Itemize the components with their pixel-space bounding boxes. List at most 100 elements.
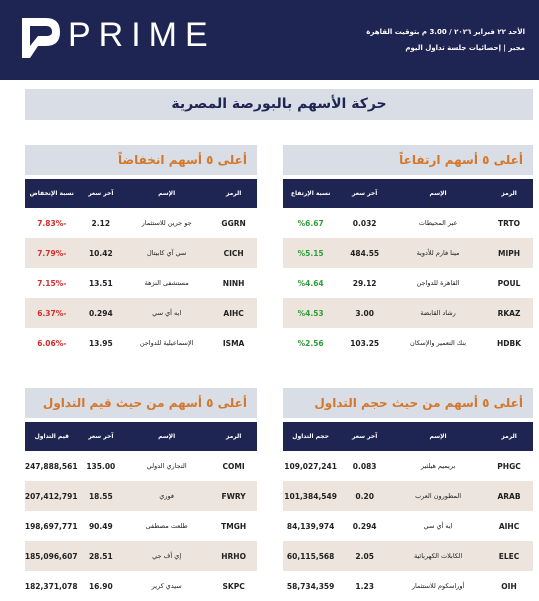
cell: %6.67 — [297, 218, 324, 228]
cell: سي آي كابيتال — [123, 238, 211, 268]
row: TMGH طلعت مصطفى 90.49 198,697,771 — [25, 511, 257, 541]
row: AIHC ايه أي سي 0.294 84,139,974 — [283, 511, 533, 541]
section: أعلى ٥ أسهم انخفاضاً الرمز الإسم آخر سعر نسب… — [25, 145, 257, 358]
row: NINH مستشفى النزهة 13.51 -7.15% — [25, 268, 257, 298]
column-header: الرمز — [485, 179, 533, 208]
cell: 247,888,561 — [24, 461, 78, 471]
section: أعلى ٥ أسهم من حيث حجم التداول الرمز الإسم… — [283, 388, 533, 601]
cell: المطورون العرب — [391, 481, 486, 511]
cell: %4.53 — [283, 298, 339, 328]
column-header: آخر سعر — [338, 179, 392, 208]
logo-icon — [22, 18, 60, 58]
cell: 109,027,241 — [284, 461, 337, 471]
row: PHGC بريميم هيلثير 0.083 109,027,241 — [283, 451, 533, 481]
row: TRTO عبر المحيطات 0.032 %6.67 — [283, 208, 533, 238]
column-header: آخر سعر — [78, 179, 124, 208]
cell: سيدي كرير — [151, 582, 182, 590]
logo-text: PRIME — [68, 16, 216, 54]
cell: ARAB — [485, 481, 533, 511]
column-header: حجم التداول — [283, 422, 339, 451]
cell: 0.294 — [78, 298, 124, 328]
column-header: الرمز — [210, 179, 257, 208]
row: COMI التجاري الدولي 135.00 247,888,561 — [25, 451, 257, 481]
section-title: أعلى ٥ أسهم انخفاضاً — [25, 145, 257, 175]
cell: %5.15 — [283, 238, 339, 268]
cell: %4.64 — [297, 278, 324, 288]
row: GGRN جو جرين للاستثمار 2.12 -7.83% — [25, 208, 257, 238]
cell: 198,697,771 — [24, 521, 78, 531]
cell: SKPC — [222, 581, 245, 591]
row: FWRY فوري 18.55 207,412,791 — [25, 481, 257, 511]
cell: AIHC — [210, 298, 257, 328]
cell: 1.23 — [355, 581, 374, 591]
cell: ايه أي سي — [123, 298, 211, 328]
table: الرمز الإسم آخر سعر نسبة الإرتفاع TRTO عبر ال… — [283, 179, 533, 358]
cell: طلعت مصطفى — [145, 522, 188, 530]
section: أعلى ٥ أسهم ارتفاعاً الرمز الإسم آخر سعر نسب… — [283, 145, 533, 358]
row: CICH سي آي كابيتال 10.42 -7.79% — [25, 238, 257, 268]
cell: القاهرة للدواجن — [416, 279, 460, 287]
cell: 90.49 — [88, 521, 113, 531]
column-header: الرمز — [485, 422, 533, 451]
row: ISMA الإسماعيلية للدواجن 13.95 -6.06% — [25, 328, 257, 358]
section-title: أعلى ٥ أسهم من حيث حجم التداول — [283, 388, 533, 418]
cell: CICH — [210, 238, 257, 268]
cell: جو جرين للاستثمار — [141, 219, 192, 227]
column-header: نسبة الإرتفاع — [283, 179, 339, 208]
cell: PHGC — [497, 461, 521, 471]
row: POUL القاهرة للدواجن 29.12 %4.64 — [283, 268, 533, 298]
cell: 185,096,607 — [25, 541, 79, 571]
cell: COMI — [222, 461, 245, 471]
section-title: أعلى ٥ أسهم ارتفاعاً — [283, 145, 533, 175]
column-header: الرمز — [210, 422, 257, 451]
cell: HRHO — [210, 541, 257, 571]
column-header: الإسم — [391, 179, 486, 208]
cell: 103.25 — [350, 338, 380, 348]
cell: فوري — [123, 481, 211, 511]
cell: -7.15% — [37, 278, 67, 288]
cell: OIH — [501, 581, 517, 591]
cell: 101,384,549 — [283, 481, 339, 511]
cell: -6.06% — [37, 338, 67, 348]
cell: TRTO — [498, 218, 521, 228]
row: RKAZ رشاد القابضة 3.00 %4.53 — [283, 298, 533, 328]
cell: ايه أي سي — [423, 522, 453, 530]
cell: %2.56 — [297, 338, 324, 348]
cell: 16.90 — [88, 581, 113, 591]
cell: 58,734,359 — [286, 581, 335, 591]
cell: 484.55 — [338, 238, 392, 268]
row: HDBK بنك التعمير والإسكان 103.25 %2.56 — [283, 328, 533, 358]
row: HRHO إي أف جي 28.51 185,096,607 — [25, 541, 257, 571]
page-title: حركة الأسهم بالبورصة المصرية — [25, 89, 533, 120]
column-header: الإسم — [123, 179, 211, 208]
date: الأحد ٢٢ فبراير ٢٠٢٦ / 3.00 م بتوقيت الق… — [366, 28, 525, 36]
section: أعلى ٥ أسهم من حيث قيم التداول الرمز الإسم… — [25, 388, 257, 601]
cell: 207,412,791 — [25, 481, 79, 511]
table: الرمز الإسم آخر سعر نسبة الإنخفاض GGRN جو جري… — [25, 179, 257, 358]
row: ARAB المطورون العرب 0.20 101,384,549 — [283, 481, 533, 511]
cell: 0.294 — [352, 521, 377, 531]
cell: الإسماعيلية للدواجن — [139, 339, 194, 347]
cell: ISMA — [222, 338, 245, 348]
cell: NINH — [222, 278, 245, 288]
cell: -6.37% — [25, 298, 79, 328]
cell: إي أف جي — [123, 541, 211, 571]
header: PRIME الأحد ٢٢ فبراير ٢٠٢٦ / 3.00 م بتوق… — [0, 0, 539, 80]
cell: TMGH — [221, 521, 247, 531]
cell: الكابلات الكهربائية — [391, 541, 486, 571]
column-header: آخر سعر — [338, 422, 392, 451]
cell: 0.083 — [352, 461, 377, 471]
cell: 2.05 — [338, 541, 392, 571]
cell: 3.00 — [338, 298, 392, 328]
cell: 60,115,568 — [283, 541, 339, 571]
row: SKPC سيدي كرير 16.90 182,371,078 — [25, 571, 257, 601]
table: الرمز الإسم آخر سعر قيم التداول COMI التجاري … — [25, 422, 257, 601]
subtitle: مجبر | إحصائيات جلسة تداول اليوم — [405, 44, 525, 52]
cell: مينا فارم للأدوية — [391, 238, 486, 268]
row: OIH أوراسكوم للاستثمار 1.23 58,734,359 — [283, 571, 533, 601]
header-row: الرمز الإسم آخر سعر نسبة الإنخفاض — [25, 179, 257, 208]
cell: AIHC — [498, 521, 520, 531]
cell: -7.83% — [37, 218, 67, 228]
